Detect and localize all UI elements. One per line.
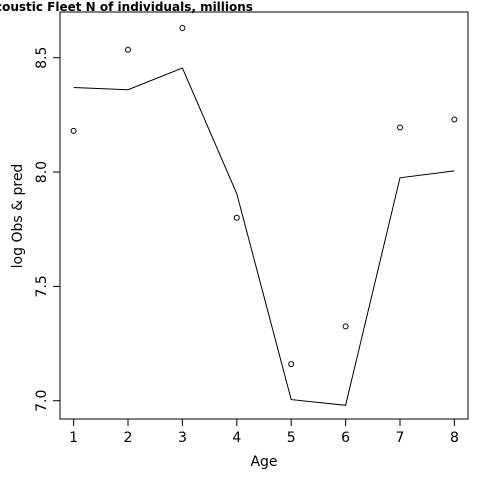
chart-title: coustic Fleet N of individuals, millions <box>0 0 253 14</box>
predicted-line <box>73 67 455 406</box>
x-tick-label: 6 <box>341 430 350 446</box>
observed-point <box>397 124 403 131</box>
x-tick-label: 8 <box>450 430 459 446</box>
x-tick-label: 7 <box>396 430 405 446</box>
y-tick-label: 8.0 <box>34 161 50 183</box>
y-tick-label: 7.5 <box>34 275 50 297</box>
x-tick-label: 3 <box>178 430 187 446</box>
observed-point <box>288 361 295 368</box>
y-tick-label: 8.5 <box>34 47 50 69</box>
x-axis-label: Age <box>250 454 277 470</box>
observed-point <box>451 116 458 123</box>
y-tick-label: 7.0 <box>34 390 50 412</box>
x-tick-label: 5 <box>287 430 296 446</box>
observed-point <box>233 214 240 221</box>
x-tick-label: 4 <box>232 430 241 446</box>
observed-point <box>70 127 77 134</box>
y-axis: 7.0 7.5 8.0 8.5 <box>34 47 60 412</box>
y-axis-label: log Obs & pred <box>10 164 26 269</box>
x-tick-label: 1 <box>69 430 78 446</box>
observed-point <box>179 25 186 32</box>
observed-point <box>125 46 131 53</box>
series-layer <box>70 25 458 406</box>
plot-frame <box>59 11 469 420</box>
observed-point <box>342 323 349 330</box>
x-axis: 1 2 3 4 5 6 7 8 <box>69 419 459 446</box>
x-tick-label: 2 <box>124 430 133 446</box>
